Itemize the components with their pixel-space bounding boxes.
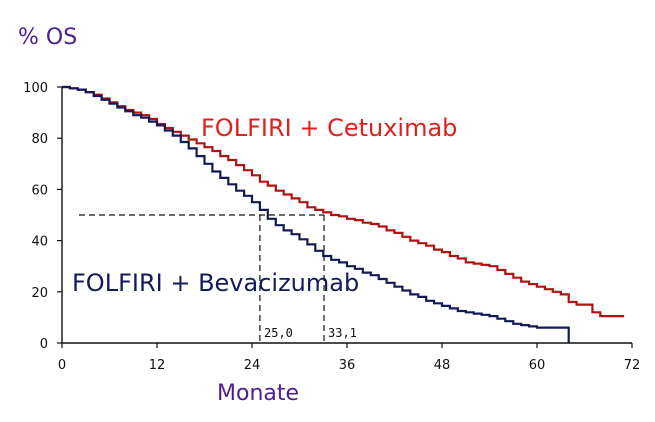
x-axis-label: Monate: [217, 381, 299, 406]
y-tick-label: 20: [31, 286, 48, 301]
median-label-cetuximab: 33,1: [328, 326, 357, 340]
series-label-cetuximab: FOLFIRI + Cetuximab: [201, 114, 457, 142]
series-label-bevacizumab: FOLFIRI + Bevacizumab: [72, 269, 359, 297]
x-tick-label: 12: [149, 358, 166, 373]
x-tick-label: 36: [339, 358, 356, 373]
reference-lines: [79, 214, 325, 343]
series-line-1: [62, 85, 570, 343]
tick-labels: 0 20 40 60 80 100 0 12 24 36 48 60 72: [23, 81, 640, 373]
series-curves: [62, 85, 625, 343]
y-tick-label: 80: [31, 132, 48, 147]
y-tick-label: 100: [23, 81, 48, 96]
x-tick-label: 48: [434, 358, 451, 373]
x-tick-label: 60: [529, 358, 546, 373]
y-tick-label: 40: [31, 235, 48, 250]
x-tick-label: 24: [244, 358, 261, 373]
x-tick-label: 72: [624, 358, 641, 373]
y-axis-label: % OS: [18, 25, 77, 50]
series-line-0: [62, 85, 625, 318]
median-label-bevacizumab: 25,0: [264, 326, 293, 340]
y-tick-label: 0: [40, 337, 48, 352]
y-tick-label: 60: [31, 183, 48, 198]
x-tick-label: 0: [58, 358, 66, 373]
